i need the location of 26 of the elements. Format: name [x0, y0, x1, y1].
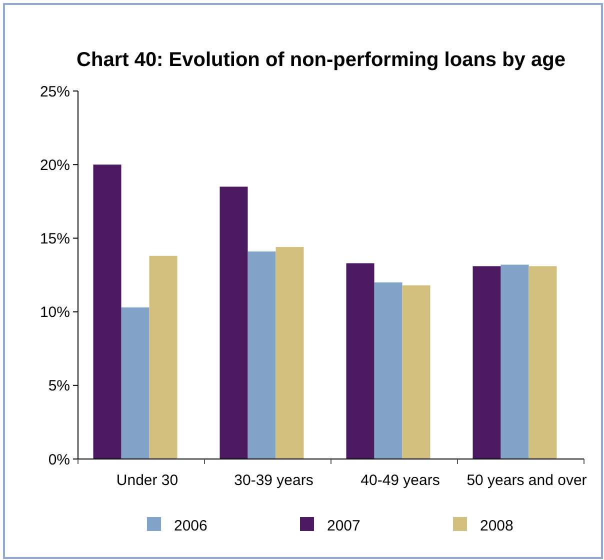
y-tick-label: 25%: [40, 83, 70, 100]
legend-label: 2007: [327, 517, 360, 534]
x-tick-label: Under 30: [116, 472, 178, 489]
bar: [276, 247, 304, 459]
bar: [121, 307, 150, 459]
bar: [220, 186, 248, 459]
legend-label: 2006: [174, 517, 208, 534]
bar: [248, 251, 276, 459]
bar: [402, 285, 430, 459]
legend-label: 2008: [480, 517, 514, 534]
y-tick-label: 0%: [48, 451, 70, 468]
x-tick-label: 30-39 years: [234, 472, 314, 489]
y-tick-label: 15%: [40, 230, 70, 248]
chart-title: Chart 40: Evolution of non-performing loans by age: [76, 49, 566, 71]
bar: [346, 263, 374, 459]
y-tick-label: 20%: [40, 156, 70, 174]
y-tick-label: 5%: [48, 378, 70, 395]
bar: [93, 164, 122, 459]
bar: [149, 256, 178, 459]
bar: [528, 266, 557, 459]
x-tick-label: 40-49 years: [360, 472, 440, 489]
bar: [472, 266, 501, 459]
x-tick-label: 50 years and over: [466, 472, 587, 489]
y-tick-label: 10%: [40, 304, 70, 322]
bar: [500, 264, 529, 459]
bar: [374, 282, 402, 459]
